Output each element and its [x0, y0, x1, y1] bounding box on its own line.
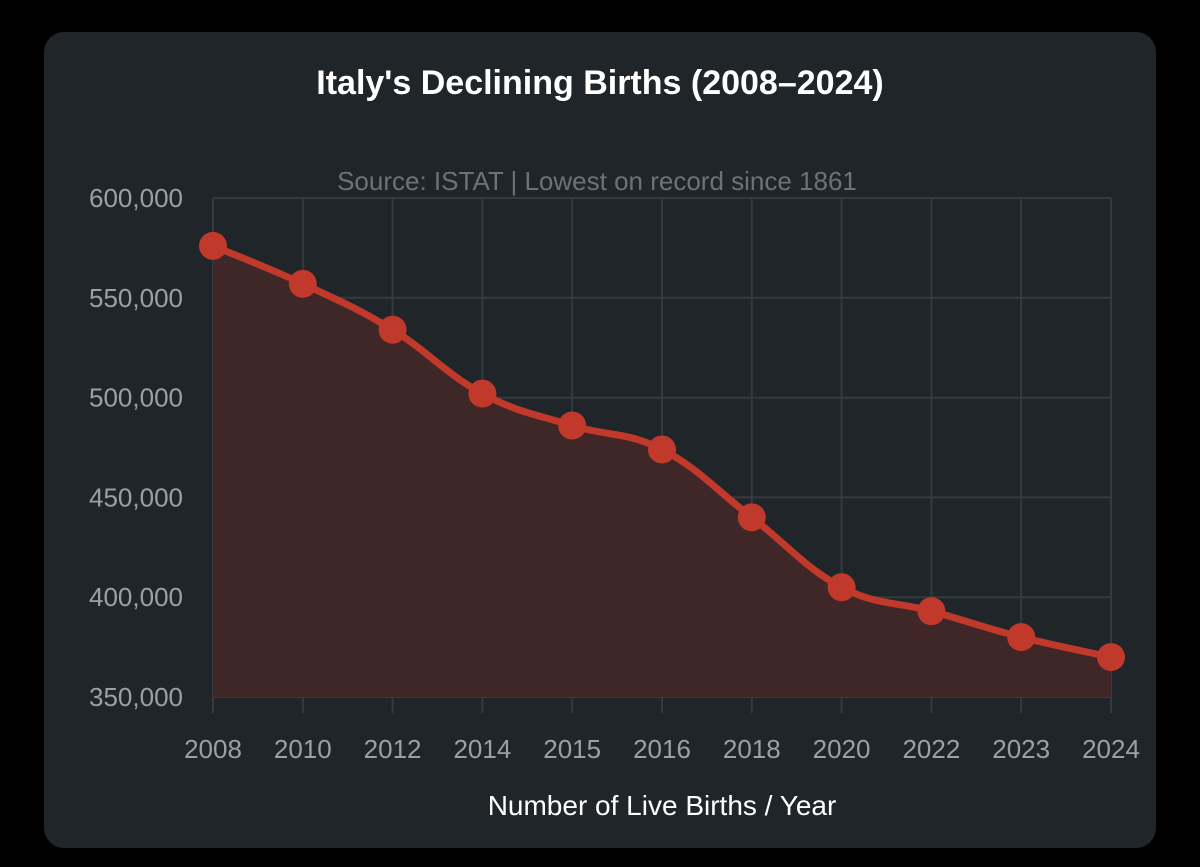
- data-point-2024[interactable]: [1097, 643, 1125, 672]
- x-tick-label: 2022: [902, 734, 960, 764]
- data-point-2012[interactable]: [378, 315, 407, 344]
- area-fill: [213, 245, 1111, 698]
- x-tick-label: 2018: [723, 734, 781, 764]
- x-tick-label: 2015: [543, 734, 601, 764]
- x-tick-label: 2023: [992, 734, 1050, 764]
- y-axis-ticks: 350,000 400,000 450,000 500,000 550,000 600,0…: [89, 183, 183, 712]
- y-tick-label: 500,000: [89, 383, 183, 413]
- chart-subtitle: Source: ISTAT | Lowest on record since 1…: [337, 166, 857, 196]
- y-tick-label: 550,000: [89, 283, 183, 313]
- x-tick-label: 2014: [453, 734, 511, 764]
- y-tick-label: 400,000: [89, 582, 183, 612]
- x-tick-label: 2016: [633, 734, 691, 764]
- data-point-2015[interactable]: [558, 411, 587, 440]
- y-tick-label: 450,000: [89, 482, 183, 512]
- data-point-2018[interactable]: [737, 503, 766, 532]
- y-tick-label: 600,000: [89, 183, 183, 213]
- x-tick-label: 2012: [364, 734, 422, 764]
- y-tick-label: 350,000: [89, 682, 183, 712]
- data-point-2014[interactable]: [468, 379, 497, 408]
- x-tick-label: 2008: [184, 734, 242, 764]
- data-point-2020[interactable]: [827, 573, 856, 602]
- data-point-2010[interactable]: [288, 269, 317, 298]
- data-point-2023[interactable]: [1007, 623, 1036, 652]
- x-tick-label: 2024: [1082, 734, 1140, 764]
- x-axis-ticks: 2008 2010 2012 2014 2015 2016 2018 2020 2022 2023…: [184, 734, 1140, 764]
- x-tick-label: 2020: [813, 734, 871, 764]
- x-tick-label: 2010: [274, 734, 332, 764]
- data-point-2008[interactable]: [199, 231, 227, 260]
- x-axis-label: Number of Live Births / Year: [488, 790, 837, 821]
- data-point-2022[interactable]: [917, 597, 946, 626]
- data-points: [199, 231, 1125, 672]
- chart-title: Italy's Declining Births (2008–2024): [316, 64, 884, 102]
- data-point-2016[interactable]: [648, 435, 676, 464]
